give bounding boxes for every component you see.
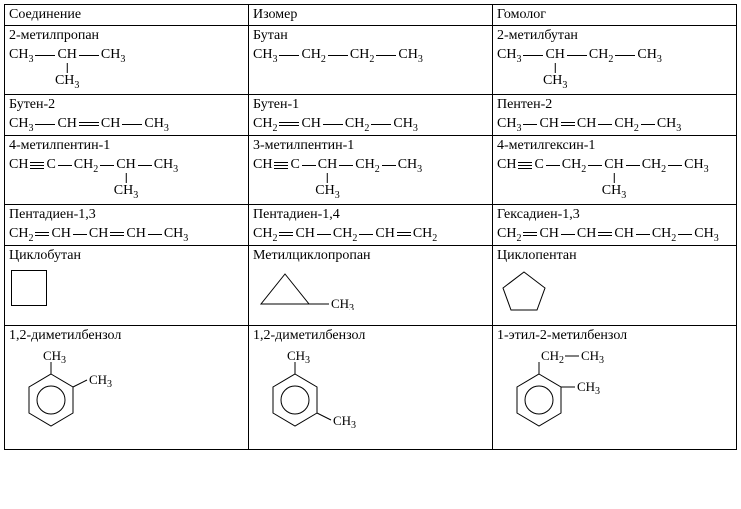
table-row: Пентадиен-1,3 CH2 CH CH CH CH3 Пентадиен… (5, 205, 737, 246)
cell-compound: 1,2-диметилбензол CH 3 CH 3 (5, 326, 249, 450)
structure-cyclobutane (9, 270, 244, 306)
col-header-isomer: Изомер (249, 5, 493, 26)
compound-name: 2-метилбутан (497, 28, 732, 44)
structure-2-methylbutane: CH3 CH CH3 CH2 CH3 (497, 46, 732, 92)
benzene-icon: CH 2 CH 3 CH 3 (499, 348, 659, 438)
compound-name: Пентадиен-1,4 (253, 207, 488, 223)
compound-name: Гексадиен-1,3 (497, 207, 732, 223)
compound-name: Метилциклопропан (253, 248, 488, 264)
svg-text:CH: CH (333, 413, 351, 428)
col-header-homolog: Гомолог (493, 5, 737, 26)
structure-butene-1: CH2 CH CH2 CH3 (253, 115, 488, 133)
structure-butene-2: CH3 CH CH CH3 (9, 115, 244, 133)
cell-compound: Циклобутан (5, 246, 249, 326)
structure-4-methylpentyne-1: CH C CH2 CH CH3 CH3 (9, 156, 244, 202)
svg-text:3: 3 (351, 420, 356, 431)
structure-pentene-2: CH3 CH CH CH2 CH3 (497, 115, 732, 133)
compound-name: 1,2-диметилбензол (253, 328, 488, 344)
cyclopentane-icon (499, 268, 549, 314)
svg-text:CH: CH (577, 379, 595, 394)
cell-isomer: Бутен-1 CH2 CH CH2 CH3 (249, 95, 493, 136)
svg-text:3: 3 (61, 355, 66, 366)
structure-pentadiene-1-4: CH2 CH CH2 CH CH2 (253, 225, 488, 243)
svg-text:CH: CH (287, 348, 305, 363)
cell-isomer: 3-метилпентин-1 CH C CH CH3 CH2 CH3 (249, 136, 493, 205)
compound-name: Пентен-2 (497, 97, 732, 113)
structure-hexadiene-1-3: CH2 CH CH CH CH2 CH3 (497, 225, 732, 243)
compound-name: 2-метилпропан (9, 28, 244, 44)
cell-homolog: 2-метилбутан CH3 CH CH3 CH2 CH3 (493, 26, 737, 95)
table-row: 1,2-диметилбензол CH 3 CH 3 1, (5, 326, 737, 450)
structure-4-methylhexyne-1: CH C CH2 CH CH3 CH2 CH3 (497, 156, 732, 202)
structure-1-3-dimethylbenzene: CH 3 CH 3 (255, 348, 486, 443)
cell-compound: 2-метилпропан CH3 CH CH3 CH3 (5, 26, 249, 95)
table-row: Бутен-2 CH3 CH CH CH3 Бутен-1 CH2 (5, 95, 737, 136)
cell-homolog: Пентен-2 CH3 CH CH CH2 CH3 (493, 95, 737, 136)
cell-homolog: 1-этил-2-метилбензол CH 2 CH 3 CH 3 (493, 326, 737, 450)
svg-text:3: 3 (599, 355, 604, 366)
compound-name: Циклопентан (497, 248, 732, 264)
benzene-icon: CH 3 CH 3 (11, 348, 131, 438)
compound-name: Бутен-1 (253, 97, 488, 113)
compound-name: Бутан (253, 28, 488, 44)
structure-2-methylpropane: CH3 CH CH3 CH3 (9, 46, 244, 92)
table-row: 2-метилпропан CH3 CH CH3 CH3 Бутан CH3 (5, 26, 737, 95)
svg-text:3: 3 (595, 386, 600, 397)
isomer-homolog-table: Соединение Изомер Гомолог 2-метилпропан … (4, 4, 737, 450)
table-row: Циклобутан Метилциклопропан CH 3 Циклопе… (5, 246, 737, 326)
cyclobutane-icon (11, 270, 47, 306)
structure-3-methylpentyne-1: CH C CH CH3 CH2 CH3 (253, 156, 488, 202)
table-row: 4-метилпентин-1 CH C CH2 CH CH3 CH3 (5, 136, 737, 205)
svg-text:2: 2 (559, 355, 564, 366)
svg-text:CH: CH (581, 348, 599, 363)
structure-cyclopentane (499, 268, 730, 319)
cell-isomer: Метилциклопропан CH 3 (249, 246, 493, 326)
cell-homolog: Циклопентан (493, 246, 737, 326)
table-header-row: Соединение Изомер Гомолог (5, 5, 737, 26)
col-header-compound: Соединение (5, 5, 249, 26)
structure-butane: CH3 CH2 CH2 CH3 (253, 46, 488, 64)
svg-text:CH: CH (43, 348, 61, 363)
benzene-icon: CH 3 CH 3 (255, 348, 385, 438)
compound-name: 4-метилпентин-1 (9, 138, 244, 154)
svg-text:CH: CH (331, 296, 349, 310)
compound-name: 4-метилгексин-1 (497, 138, 732, 154)
compound-name: Циклобутан (9, 248, 244, 264)
cell-compound: Пентадиен-1,3 CH2 CH CH CH CH3 (5, 205, 249, 246)
compound-name: 1,2-диметилбензол (9, 328, 244, 344)
cell-isomer: 1,2-диметилбензол CH 3 CH 3 (249, 326, 493, 450)
compound-name: 1-этил-2-метилбензол (497, 328, 732, 344)
structure-1-ethyl-2-methylbenzene: CH 2 CH 3 CH 3 (499, 348, 730, 443)
svg-text:CH: CH (541, 348, 559, 363)
structure-methylcyclopropane: CH 3 (255, 268, 486, 315)
compound-name: Пентадиен-1,3 (9, 207, 244, 223)
svg-text:3: 3 (349, 303, 354, 310)
cyclopropane-icon: CH 3 (255, 268, 365, 310)
cell-homolog: Гексадиен-1,3 CH2 CH CH CH CH2 CH3 (493, 205, 737, 246)
svg-text:3: 3 (107, 379, 112, 390)
structure-1-2-dimethylbenzene: CH 3 CH 3 (11, 348, 242, 443)
svg-text:CH: CH (89, 372, 107, 387)
compound-name: Бутен-2 (9, 97, 244, 113)
svg-text:3: 3 (305, 355, 310, 366)
compound-name: 3-метилпентин-1 (253, 138, 488, 154)
cell-isomer: Бутан CH3 CH2 CH2 CH3 (249, 26, 493, 95)
cell-homolog: 4-метилгексин-1 CH C CH2 CH CH3 CH2 CH3 (493, 136, 737, 205)
cell-isomer: Пентадиен-1,4 CH2 CH CH2 CH CH2 (249, 205, 493, 246)
structure-pentadiene-1-3: CH2 CH CH CH CH3 (9, 225, 244, 243)
cell-compound: Бутен-2 CH3 CH CH CH3 (5, 95, 249, 136)
cell-compound: 4-метилпентин-1 CH C CH2 CH CH3 CH3 (5, 136, 249, 205)
